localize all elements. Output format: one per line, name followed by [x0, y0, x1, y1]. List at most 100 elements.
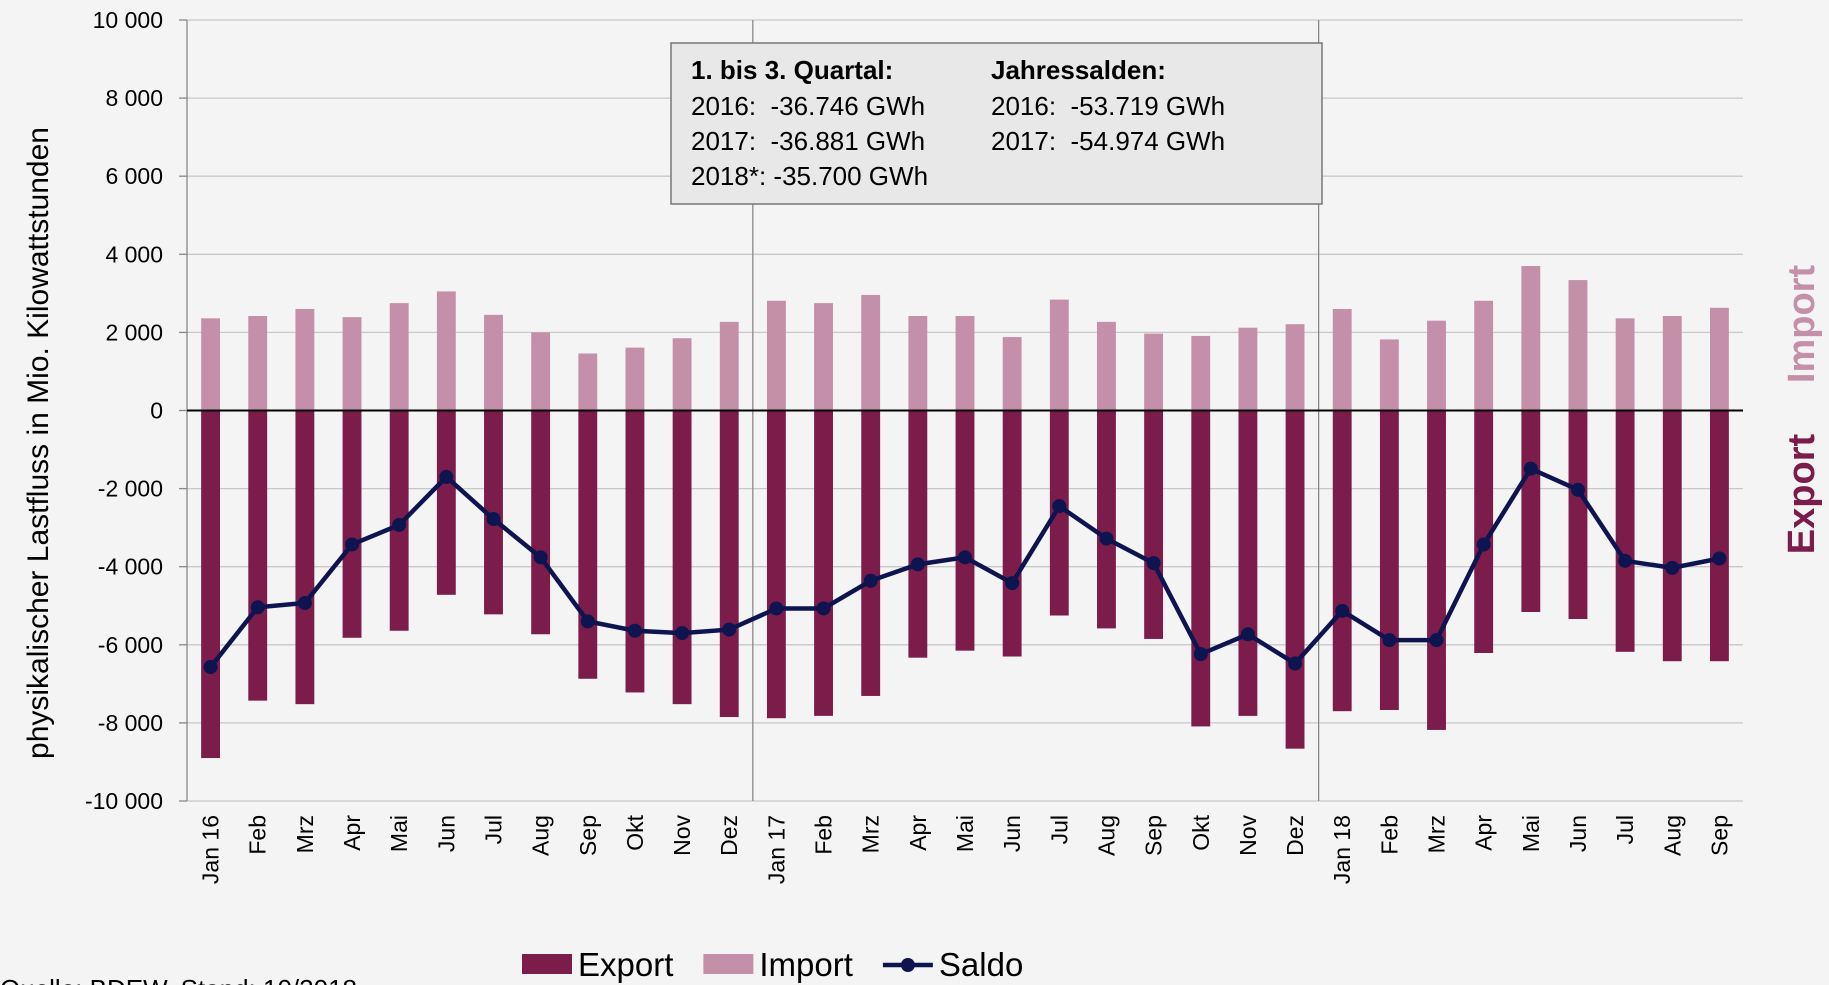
y-tick-label: -2 000 — [98, 476, 163, 502]
saldo-point — [769, 601, 784, 616]
bar — [1615, 318, 1635, 411]
bar — [531, 410, 551, 635]
saldo-point — [722, 622, 737, 637]
x-tick-label: Jun — [433, 815, 459, 852]
x-tick-label: Aug — [528, 815, 554, 856]
annotation-line: 2016: -53.719 GWh — [991, 91, 1225, 121]
bar — [1332, 410, 1352, 712]
y-tick-label: -6 000 — [98, 632, 163, 658]
saldo-point — [1288, 656, 1303, 671]
bar — [1709, 307, 1729, 411]
y-tick-label: 2 000 — [105, 319, 163, 345]
annotation-line: 2017: -36.881 GWh — [691, 126, 925, 156]
bar — [1662, 315, 1682, 411]
bar — [295, 410, 315, 705]
bar — [1662, 410, 1682, 662]
bar — [1427, 320, 1446, 411]
bar — [1191, 335, 1211, 411]
bar — [1002, 410, 1022, 657]
bar — [1238, 410, 1258, 716]
bar — [1097, 321, 1116, 411]
x-tick-label: Jun — [999, 815, 1025, 852]
bar — [436, 291, 456, 411]
bar — [531, 332, 551, 411]
saldo-point — [1146, 556, 1161, 571]
legend-label: Import — [759, 946, 853, 983]
bar — [861, 294, 881, 411]
legend-swatch — [522, 954, 572, 974]
saldo-point — [958, 550, 972, 565]
saldo-point — [1476, 537, 1491, 552]
saldo-point — [1099, 531, 1114, 546]
saldo-point — [203, 660, 218, 675]
y-tick-label: 8 000 — [105, 85, 163, 111]
bar — [1379, 339, 1399, 411]
bar — [1709, 410, 1729, 662]
y-tick-label: -4 000 — [98, 554, 163, 580]
saldo-point — [910, 557, 925, 572]
bar — [201, 318, 221, 411]
x-tick-label: Jan 17 — [763, 815, 789, 884]
x-tick-label: Mrz — [292, 815, 318, 853]
x-tick-label: Jun — [1565, 815, 1591, 852]
bar — [342, 410, 362, 638]
bar — [1002, 337, 1022, 411]
bar — [342, 317, 362, 411]
annotation-line: 2017: -54.974 GWh — [991, 126, 1225, 156]
y-tick-label: 4 000 — [105, 241, 163, 267]
saldo-point — [1052, 499, 1067, 514]
y-tick-label: -10 000 — [85, 788, 163, 814]
saldo-point — [580, 614, 595, 629]
saldo-point — [486, 512, 501, 527]
x-tick-label: Mrz — [858, 815, 884, 853]
bar — [766, 410, 786, 719]
bar — [1427, 410, 1446, 730]
x-tick-label: Jul — [480, 815, 506, 844]
bar — [814, 303, 833, 411]
bar — [955, 315, 975, 411]
bar — [1379, 410, 1399, 711]
saldo-point — [1618, 553, 1633, 568]
bar — [955, 410, 975, 651]
saldo-point — [863, 573, 878, 588]
annotation-heading: 1. bis 3. Quartal: — [691, 55, 893, 85]
bar — [672, 338, 692, 411]
bar — [295, 308, 315, 411]
saldo-point — [297, 596, 312, 611]
bar — [1191, 410, 1211, 727]
x-tick-label: Jul — [1612, 815, 1638, 844]
legend-label: Saldo — [939, 946, 1023, 983]
import-side-label: Import — [1781, 265, 1823, 384]
x-tick-label: Dez — [1282, 815, 1308, 856]
y-tick-label: 6 000 — [105, 163, 163, 189]
y-tick-label: 0 — [150, 398, 163, 424]
bar — [672, 410, 692, 705]
x-tick-label: Jan 16 — [198, 815, 224, 884]
saldo-point — [392, 517, 407, 532]
bar — [625, 347, 645, 411]
x-tick-label: Dez — [716, 815, 742, 856]
saldo-point — [1335, 603, 1350, 618]
bar — [1285, 324, 1305, 411]
x-tick-label: Sep — [575, 815, 601, 856]
bar — [578, 353, 598, 411]
x-tick-label: Apr — [339, 815, 365, 851]
bar — [719, 410, 739, 718]
saldo-point — [1665, 560, 1680, 575]
x-tick-label: Apr — [1471, 815, 1497, 851]
x-tick-label: Mrz — [1424, 815, 1450, 853]
x-tick-label: Okt — [622, 814, 648, 850]
x-tick-label: Nov — [669, 815, 695, 856]
annotation-box — [670, 42, 1323, 205]
bar — [201, 410, 221, 759]
x-tick-label: Feb — [811, 815, 837, 855]
bar — [1144, 333, 1164, 411]
bar — [719, 321, 739, 411]
bar — [389, 303, 409, 411]
legend-swatch — [900, 958, 915, 972]
saldo-point — [1005, 576, 1020, 591]
x-tick-label: Mai — [1518, 815, 1544, 852]
bar — [1474, 300, 1494, 411]
x-tick-label: Feb — [1376, 815, 1402, 855]
